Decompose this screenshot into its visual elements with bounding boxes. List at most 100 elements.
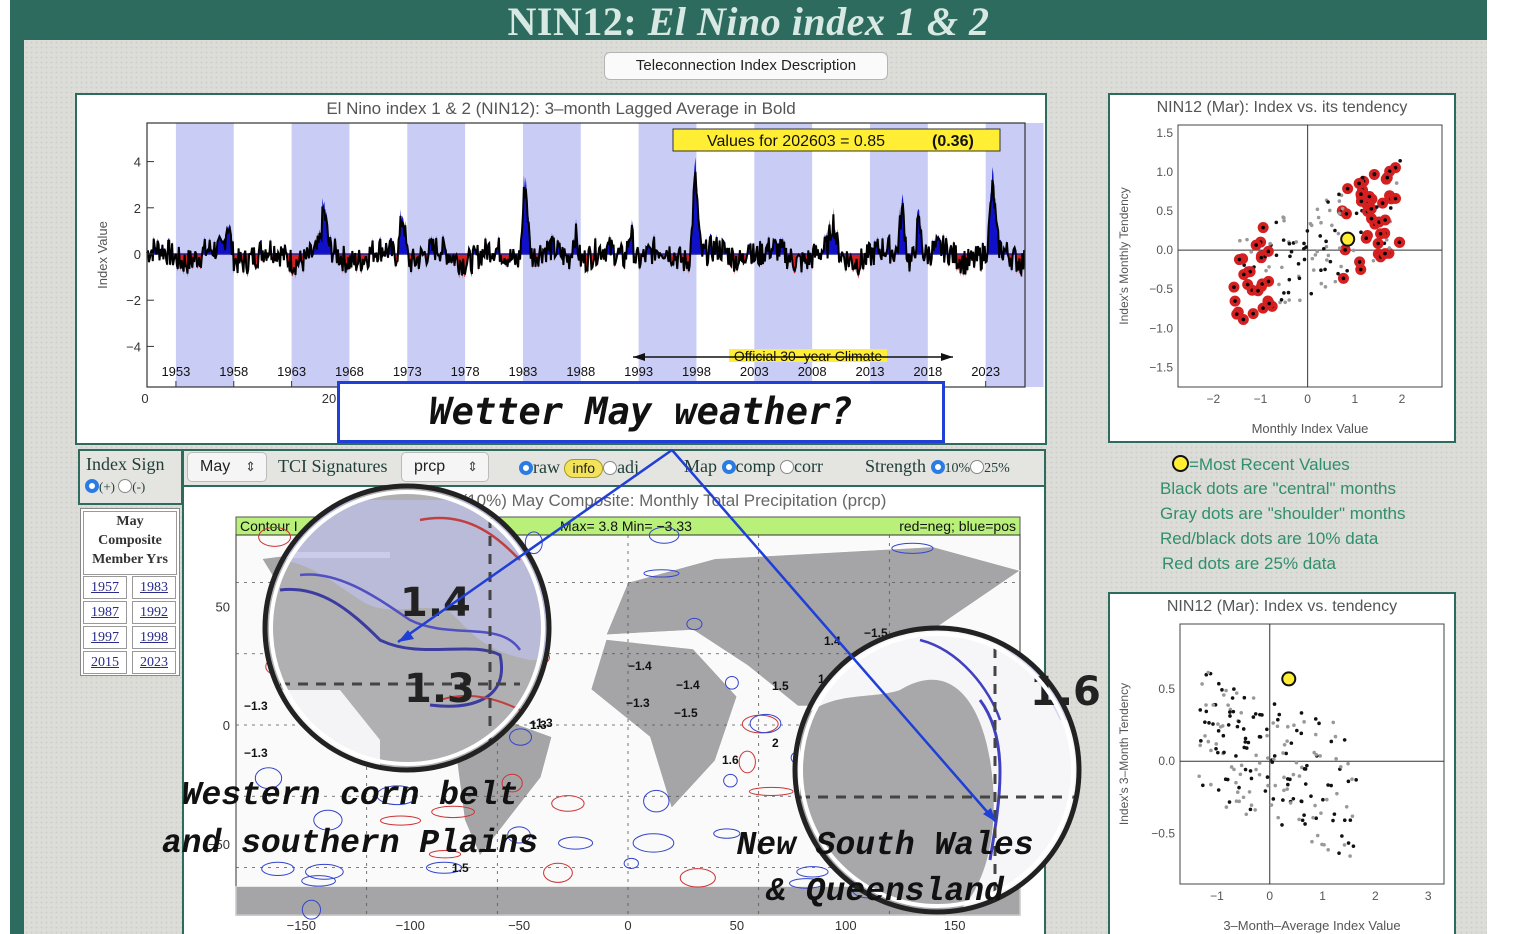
scatter-point-core	[1254, 243, 1258, 247]
values-box-text: Values for 202603 = 0.85	[707, 133, 885, 150]
scatter-point	[1235, 790, 1240, 794]
scatter-point	[1325, 797, 1329, 802]
recent-value-point	[1340, 231, 1356, 247]
adj-radio[interactable]	[603, 461, 618, 475]
scatter-point	[1310, 256, 1315, 261]
sign-positive-radio[interactable]	[85, 479, 99, 493]
scatter-point	[1276, 717, 1280, 722]
caption-right-line1: New South Wales	[736, 827, 1034, 864]
y-tick-label: 2	[134, 201, 141, 216]
scatter-point	[1209, 782, 1213, 787]
y-tick-label: −4	[126, 339, 141, 354]
scatter-point	[1228, 714, 1232, 718]
scatter-point	[1272, 754, 1277, 758]
scatter-point	[1332, 812, 1337, 816]
month-select[interactable]: May ⇕	[187, 452, 267, 482]
contour-value-label: −1.3	[244, 746, 268, 760]
scatter-point-core	[1357, 260, 1362, 264]
scatter-point	[1281, 798, 1285, 802]
scatter-point	[1243, 740, 1248, 744]
year-link[interactable]: 1997	[83, 626, 127, 649]
contour-line	[261, 861, 295, 877]
variable-select[interactable]: prcp ⇕	[401, 452, 489, 482]
scatter-point	[1288, 254, 1292, 259]
scatter-point	[1371, 258, 1376, 263]
contour-line	[643, 789, 670, 813]
scatter-x-tick-label: −1	[1254, 392, 1268, 406]
comp-radio[interactable]	[721, 460, 736, 474]
scatter-point	[1265, 733, 1269, 738]
scatter-point	[1291, 772, 1296, 777]
year-link[interactable]: 1957	[83, 576, 127, 599]
scatter-point	[1333, 279, 1338, 284]
strength-10-radio[interactable]	[930, 460, 945, 474]
scatter-point	[1249, 250, 1254, 254]
scatter-point	[1277, 712, 1282, 717]
timeseries-chart: 420−2−4 1953 1958 1963 1968 1973 1978 1983 1988…	[95, 122, 1044, 406]
year-link[interactable]: 2023	[132, 651, 176, 674]
scatter-point	[1282, 788, 1286, 793]
year-link[interactable]: 1992	[132, 601, 176, 624]
scatter-point	[1216, 729, 1221, 733]
scatter-point	[1268, 241, 1272, 246]
scatter-frame	[1179, 623, 1445, 885]
scatter-point	[1282, 775, 1286, 780]
sign-negative-radio[interactable]	[118, 479, 133, 493]
year-link[interactable]: 1987	[83, 601, 127, 624]
scatter-point	[1289, 741, 1294, 745]
scatter-x-tick-label: 0	[1304, 392, 1311, 406]
corr-radio[interactable]	[780, 460, 794, 474]
scatter-point	[1254, 753, 1258, 758]
index-description-button[interactable]: Teleconnection Index Description	[604, 52, 888, 80]
scatter-point	[1329, 739, 1334, 744]
arrow-right-head	[941, 353, 953, 361]
scatter-point	[1351, 844, 1356, 848]
scatter-point	[1234, 691, 1239, 695]
scatter-point	[1309, 794, 1313, 798]
year-link[interactable]: 1983	[132, 576, 176, 599]
scatter-point	[1227, 800, 1232, 804]
scatter-point	[1331, 818, 1335, 823]
scatter-point	[1297, 817, 1301, 822]
scatter-point	[1257, 761, 1262, 765]
contour-value-label: −1.3	[626, 696, 650, 710]
y-tick-label: 0	[134, 247, 141, 262]
year-link[interactable]: 1998	[132, 626, 176, 649]
scatter-point	[1211, 722, 1215, 726]
strength-25-radio[interactable]	[970, 460, 985, 474]
scatter-ylabel: Index's Monthly Tendency	[1117, 187, 1131, 324]
scatter-point	[1323, 267, 1327, 272]
scatter-point	[1346, 761, 1350, 766]
scatter-y-tick-label: −0.5	[1149, 282, 1173, 296]
scatter-point-core	[1369, 216, 1374, 221]
scatter-point	[1342, 818, 1347, 823]
scatter-point	[1238, 772, 1243, 777]
strength-25-label: 25%	[984, 461, 1010, 476]
scatter-point-core	[1266, 249, 1271, 254]
lon-tick-label: 150	[944, 918, 966, 933]
scatter-point-core	[1393, 165, 1398, 170]
scatter-point	[1241, 727, 1246, 731]
corr-label: corr	[794, 456, 823, 476]
scatter-point	[1295, 728, 1299, 733]
scatter-point-core	[1343, 248, 1347, 252]
scatter-point	[1222, 750, 1226, 755]
scatter2-chart: −1 0 1 2 3 0.5 0.0 −0.5 3–Month–Average Index Va…	[1117, 623, 1445, 933]
lon-tick-label: −100	[396, 918, 425, 933]
strength-options: Strength 10% 25%	[865, 456, 1010, 477]
scatter-point-core	[1266, 279, 1271, 284]
contour-line	[428, 850, 462, 859]
year-link[interactable]: 2015	[83, 651, 127, 674]
scatter-point-core	[1267, 301, 1272, 306]
x-axis-start-label: 0	[141, 391, 148, 406]
recent-dot-icon	[1172, 455, 1189, 472]
scatter-point	[1326, 253, 1331, 258]
scatter-xlabel: Monthly Index Value	[1252, 421, 1369, 436]
scatter-point	[1305, 763, 1309, 768]
scatter-point	[1337, 211, 1342, 216]
info-button[interactable]: info	[564, 459, 604, 478]
raw-radio[interactable]	[519, 461, 533, 475]
legend-recent: =Most Recent Values	[1172, 455, 1350, 475]
scatter-point	[1247, 790, 1252, 794]
scatter-point	[1297, 774, 1302, 778]
